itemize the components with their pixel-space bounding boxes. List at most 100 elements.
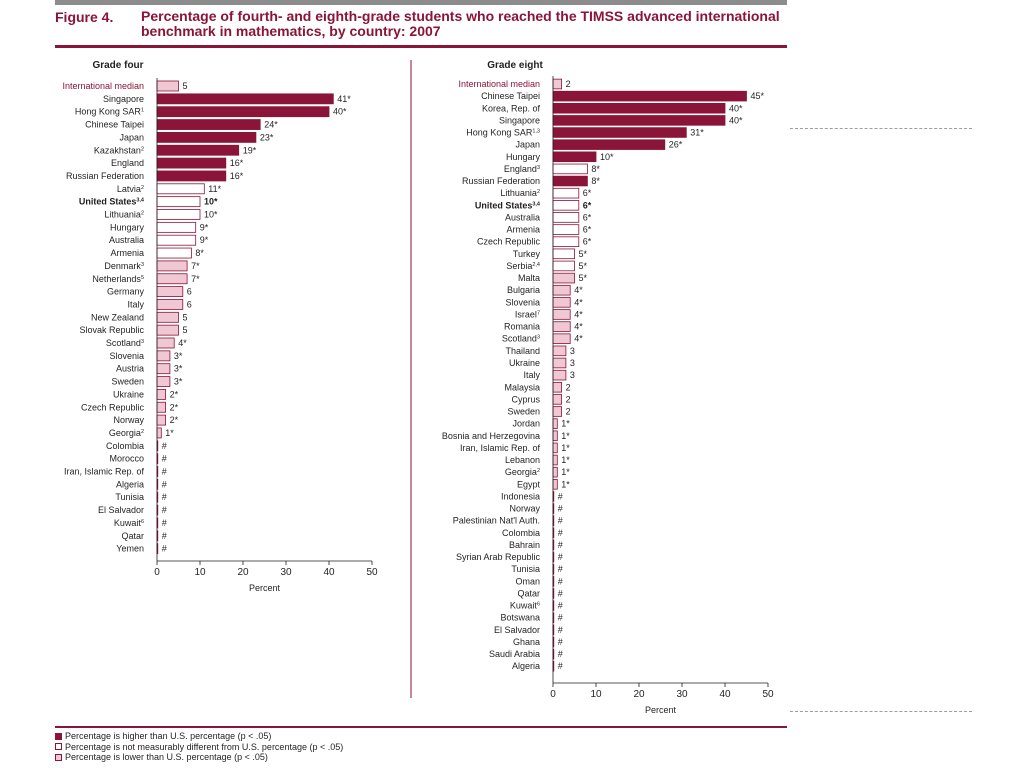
bar bbox=[156, 311, 179, 323]
value-label: # bbox=[162, 467, 167, 477]
footnote-marker: 2 bbox=[141, 146, 144, 152]
value-label: # bbox=[558, 552, 563, 562]
legend-swatch-higher bbox=[55, 732, 62, 740]
bar bbox=[156, 350, 171, 362]
footnote-marker: 2 bbox=[141, 429, 144, 435]
bar bbox=[552, 151, 597, 163]
bar bbox=[552, 260, 575, 272]
bar bbox=[156, 286, 184, 298]
value-label: 6 bbox=[187, 287, 192, 297]
bar bbox=[552, 115, 726, 126]
row-label: Slovenia bbox=[109, 351, 144, 361]
bar bbox=[156, 209, 201, 220]
value-label: 4* bbox=[574, 309, 583, 319]
value-label: # bbox=[558, 588, 563, 598]
value-label: # bbox=[558, 528, 563, 538]
row-label: Serbia2,4 bbox=[506, 261, 540, 271]
bar bbox=[552, 454, 558, 466]
value-label: 1* bbox=[561, 419, 570, 429]
row-label: Palestinian Nat'l Auth. bbox=[453, 516, 540, 526]
footnote-marker: 3 bbox=[141, 339, 144, 345]
value-label: 1* bbox=[561, 443, 570, 453]
row-label: Ukraine bbox=[113, 389, 144, 399]
bar bbox=[156, 324, 179, 336]
row-label: Colombia bbox=[106, 441, 144, 451]
bar bbox=[552, 187, 580, 199]
row-label: Australia bbox=[505, 212, 540, 222]
value-label: 4* bbox=[574, 322, 583, 332]
value-label: 2 bbox=[566, 79, 571, 89]
row-label: United States3,4 bbox=[475, 200, 541, 210]
value-label: # bbox=[162, 454, 167, 464]
row-label: International median bbox=[62, 81, 144, 91]
figure-title: Percentage of fourth- and eighth-grade s… bbox=[141, 8, 780, 39]
value-label: 10* bbox=[600, 152, 614, 162]
value-label: 5* bbox=[579, 273, 588, 283]
panel-title-grade-four: Grade four bbox=[92, 60, 143, 71]
value-label: # bbox=[558, 564, 563, 574]
legend-text-same: Percentage is not measurably different f… bbox=[65, 741, 344, 752]
bar bbox=[552, 309, 571, 320]
bar bbox=[552, 406, 563, 417]
value-label: 11* bbox=[208, 184, 221, 194]
row-label: Jordan bbox=[512, 419, 540, 429]
value-label: 3 bbox=[570, 370, 575, 380]
legend-swatch-lower bbox=[55, 753, 62, 761]
row-label: Norway bbox=[113, 415, 144, 425]
row-label: Slovenia bbox=[505, 297, 540, 307]
value-label: 16* bbox=[230, 158, 244, 168]
bar bbox=[156, 157, 227, 169]
value-label: 4* bbox=[574, 334, 583, 344]
value-label: # bbox=[162, 518, 167, 528]
value-label: 3* bbox=[174, 377, 183, 387]
row-label: Saudi Arabia bbox=[489, 649, 540, 659]
bar bbox=[552, 224, 580, 235]
value-label: # bbox=[162, 479, 167, 489]
value-label: # bbox=[558, 601, 563, 611]
x-tick-label: 40 bbox=[719, 689, 731, 700]
figure-label: Figure 4. bbox=[55, 9, 114, 25]
value-label: 3 bbox=[570, 346, 575, 356]
value-label: # bbox=[558, 491, 563, 501]
bar bbox=[156, 196, 201, 208]
legend-item-higher: Percentage is higher than U.S. percentag… bbox=[55, 731, 343, 742]
row-label: Hong Kong SAR1 bbox=[75, 107, 144, 117]
footnote-marker: 6 bbox=[537, 602, 540, 608]
value-label: 40* bbox=[729, 115, 743, 125]
row-label: Yemen bbox=[116, 544, 144, 554]
row-label: Indonesia bbox=[501, 491, 540, 501]
bar bbox=[552, 297, 571, 308]
row-label: Slovak Republic bbox=[79, 325, 144, 335]
bar bbox=[552, 78, 563, 90]
row-label: Singapore bbox=[103, 94, 144, 104]
bar bbox=[156, 363, 171, 375]
footnote-marker: 2 bbox=[141, 211, 144, 217]
value-label: # bbox=[558, 540, 563, 550]
value-label: 8* bbox=[591, 176, 600, 186]
bar bbox=[552, 212, 580, 223]
footnote-marker: 3 bbox=[537, 335, 540, 341]
row-label: Qatar bbox=[121, 531, 144, 541]
value-label: 1* bbox=[561, 479, 570, 489]
value-label: 19* bbox=[243, 145, 257, 155]
row-label: Austria bbox=[116, 364, 144, 374]
row-label: Qatar bbox=[517, 588, 540, 598]
bar bbox=[156, 337, 175, 349]
value-label: 9* bbox=[200, 235, 209, 245]
x-tick-label: 10 bbox=[194, 567, 206, 578]
row-label: England3 bbox=[504, 164, 540, 174]
value-label: # bbox=[558, 613, 563, 623]
row-label: Ukraine bbox=[509, 358, 540, 368]
x-axis-label: Percent bbox=[249, 583, 281, 593]
bar bbox=[156, 80, 179, 92]
footnote-marker: 3,4 bbox=[532, 201, 541, 207]
value-label: 4* bbox=[178, 338, 187, 348]
x-tick-label: 20 bbox=[633, 689, 645, 700]
bar bbox=[552, 236, 580, 247]
value-label: 2* bbox=[170, 415, 179, 425]
bar bbox=[552, 200, 580, 211]
row-label: Bosnia and Herzegovina bbox=[442, 431, 540, 441]
legend: Percentage is higher than U.S. percentag… bbox=[55, 731, 343, 763]
bar bbox=[552, 381, 563, 393]
row-label: Oman bbox=[515, 576, 540, 586]
